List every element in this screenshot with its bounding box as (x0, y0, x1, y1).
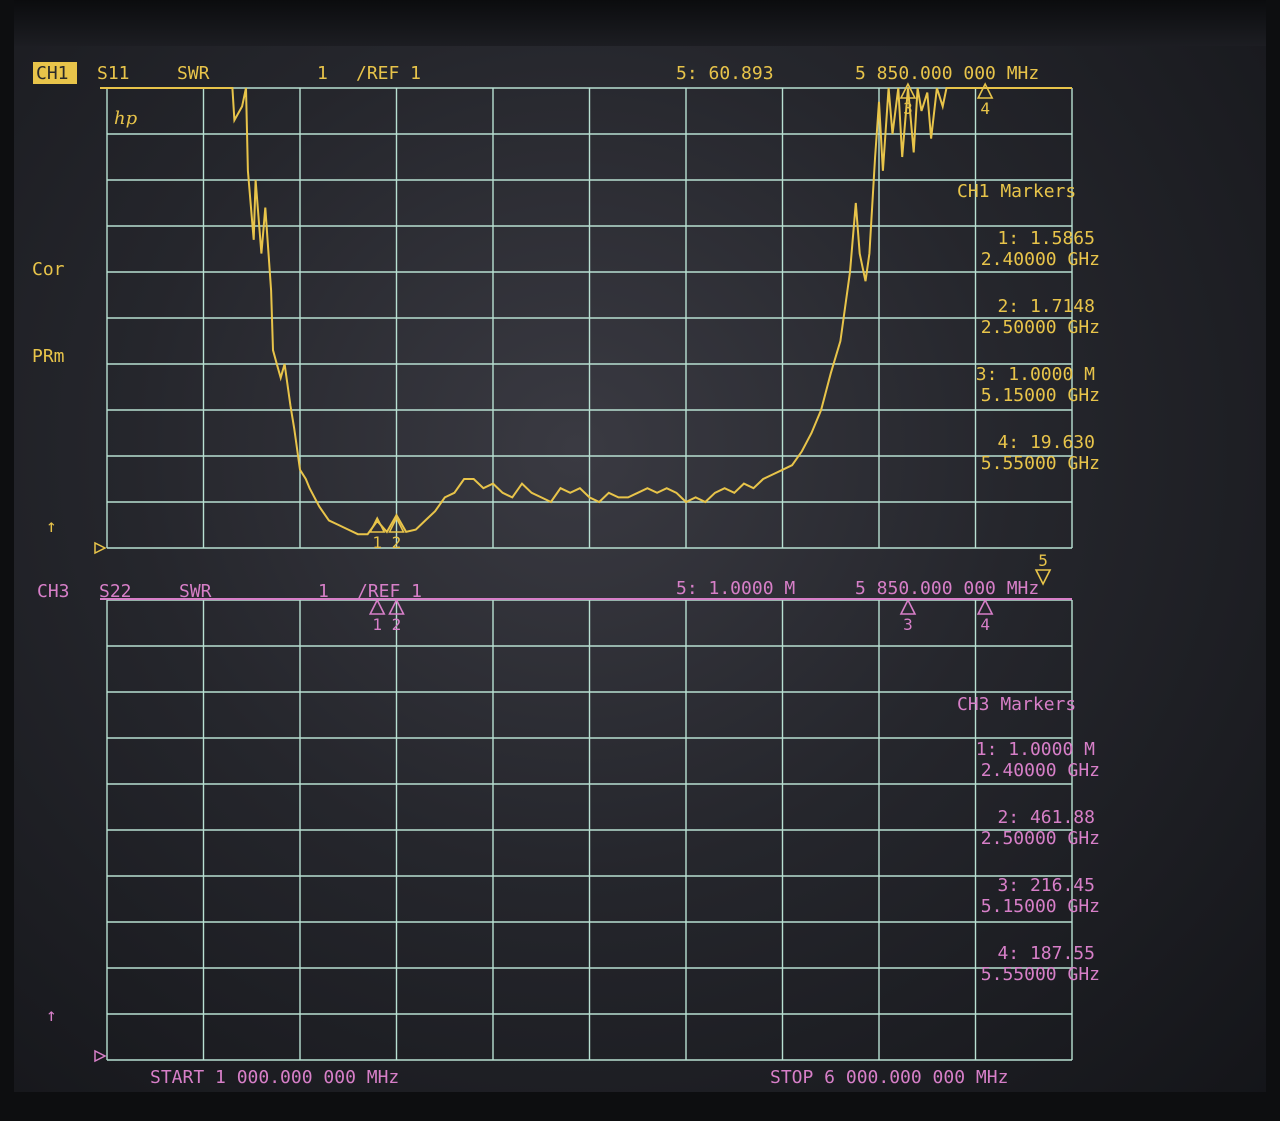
ch3-marker-1-freq: 2.40000 GHz (981, 760, 1100, 781)
ch1-marker-2-value: 2: 1.7148 (997, 296, 1095, 317)
ch1-active-marker-freq: 5 850.000 000 MHz (855, 63, 1039, 84)
ch3-marker-4-freq: 5.55000 GHz (981, 964, 1100, 985)
ch1-marker-4-value: 4: 19.630 (997, 432, 1095, 453)
ch3-marker-5-label: 5 (1038, 551, 1048, 570)
ch3-graticule (107, 600, 1072, 1060)
ch3-marker-3-icon[interactable] (901, 600, 915, 614)
stop-frequency: STOP 6 000.000 000 MHz (770, 1067, 1008, 1088)
ch1-marker-3-label: 3 (903, 99, 913, 118)
ch3-marker-2-label: 2 (392, 615, 402, 634)
ch3-marker-3-value: 3: 216.45 (997, 875, 1095, 896)
ch1-marker-4-label: 4 (980, 99, 990, 118)
cor-annotation: Cor (32, 259, 65, 280)
ch3-marker-4-value: 4: 187.55 (997, 943, 1095, 964)
ch1-channel-label[interactable]: CH1 (36, 63, 69, 84)
ch3-marker-1-icon[interactable] (370, 600, 384, 614)
ch1-markers-title: CH1 Markers (957, 181, 1076, 202)
ch3-marker-1-label: 1 (372, 615, 382, 634)
ch3-marker-4-icon[interactable] (978, 600, 992, 614)
ch1-marker-1-label: 1 (372, 533, 382, 552)
ch3-channel-label[interactable]: CH3 (37, 581, 70, 602)
ch3-ref-position-icon (95, 1051, 105, 1061)
ch3-marker-2-freq: 2.50000 GHz (981, 828, 1100, 849)
start-frequency: START 1 000.000 000 MHz (150, 1067, 399, 1088)
ch1-marker-3-value: 3: 1.0000 M (976, 364, 1095, 385)
ch3-markers-title: CH3 Markers (957, 694, 1076, 715)
ch1-ref-arrow: ↑ (46, 516, 57, 537)
ch1-marker-2-label: 2 (392, 533, 402, 552)
ch1-graticule (107, 88, 1072, 548)
ch3-active-marker-freq: 5 850.000 000 MHz (855, 578, 1039, 599)
ch1-scale-label: 1 (317, 63, 328, 84)
ch1-marker-1-freq: 2.40000 GHz (981, 249, 1100, 270)
ch3-marker-2-value: 2: 461.88 (997, 807, 1095, 828)
ch1-format-label: SWR (177, 63, 210, 84)
ch3-marker-list: 1: 1.0000 M2.40000 GHz 2: 461.882.50000 G… (976, 739, 1100, 985)
ch1-trace (100, 88, 1072, 534)
ch1-marker-4-icon[interactable] (978, 84, 992, 98)
ch3-marker-4-label: 4 (980, 615, 990, 634)
prm-annotation: PRm (32, 346, 65, 367)
ch1-marker-4-freq: 5.55000 GHz (981, 453, 1100, 474)
ch1-param-label: S11 (97, 63, 130, 84)
ch3-marker-3-freq: 5.15000 GHz (981, 896, 1100, 917)
ch3-ref-arrow: ↑ (46, 1005, 57, 1026)
ch3-active-marker-value: 5: 1.0000 M (676, 578, 795, 599)
ch1-marker-2-freq: 2.50000 GHz (981, 317, 1100, 338)
hp-logo: hp (114, 108, 138, 129)
ch1-ref-position-icon (95, 543, 105, 553)
ch3-marker-3-label: 3 (903, 615, 913, 634)
ch1-active-marker-value: 5: 60.893 (676, 63, 774, 84)
ch1-marker-3-freq: 5.15000 GHz (981, 385, 1100, 406)
ch1-ref-label: /REF 1 (356, 63, 421, 84)
ch3-marker-1-value: 1: 1.0000 M (976, 739, 1095, 760)
ch1-marker-1-value: 1: 1.5865 (997, 228, 1095, 249)
